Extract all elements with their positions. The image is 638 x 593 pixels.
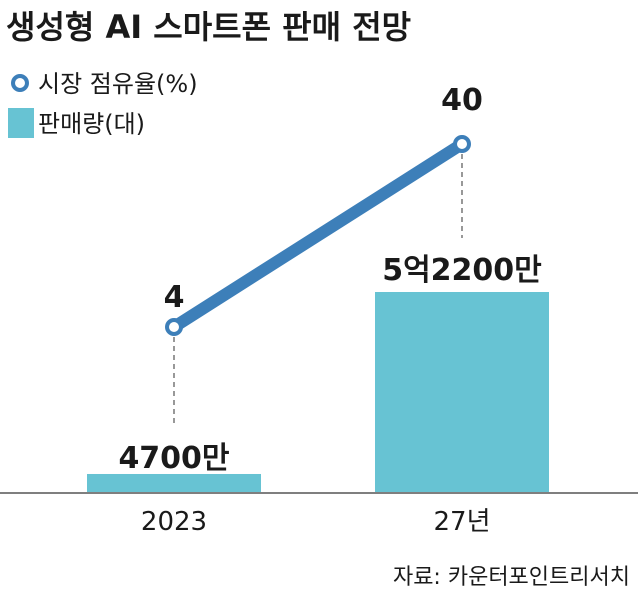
plot-area: 4 40 4700만 5억2200만 2023 27년	[0, 83, 638, 537]
chart-title: 생성형 AI 스마트폰 판매 전망	[6, 8, 411, 46]
legend-line-label: 시장 점유율(%)	[38, 70, 198, 98]
bar-value-label-1: 4700만	[118, 441, 229, 476]
legend-bar-label: 판매량(대)	[38, 110, 145, 138]
line-series	[168, 138, 468, 333]
source-note: 자료: 카운터포인트리서치	[393, 565, 630, 590]
bar-2	[375, 292, 549, 492]
legend: 시장 점유율(%) 판매량(대)	[8, 70, 198, 138]
line-point-2	[453, 135, 471, 153]
bar-value-label-2: 5억2200만	[382, 253, 542, 288]
legend-line-marker-icon	[11, 74, 29, 92]
line-value-label-2: 40	[441, 83, 483, 118]
x-tick-label-1: 2023	[141, 507, 207, 537]
x-tick-label-2: 27년	[433, 507, 490, 537]
line-value-label-1: 4	[164, 280, 185, 315]
legend-bar-swatch-icon	[8, 108, 34, 138]
line-point-1	[165, 318, 183, 336]
bar-1	[87, 473, 261, 492]
